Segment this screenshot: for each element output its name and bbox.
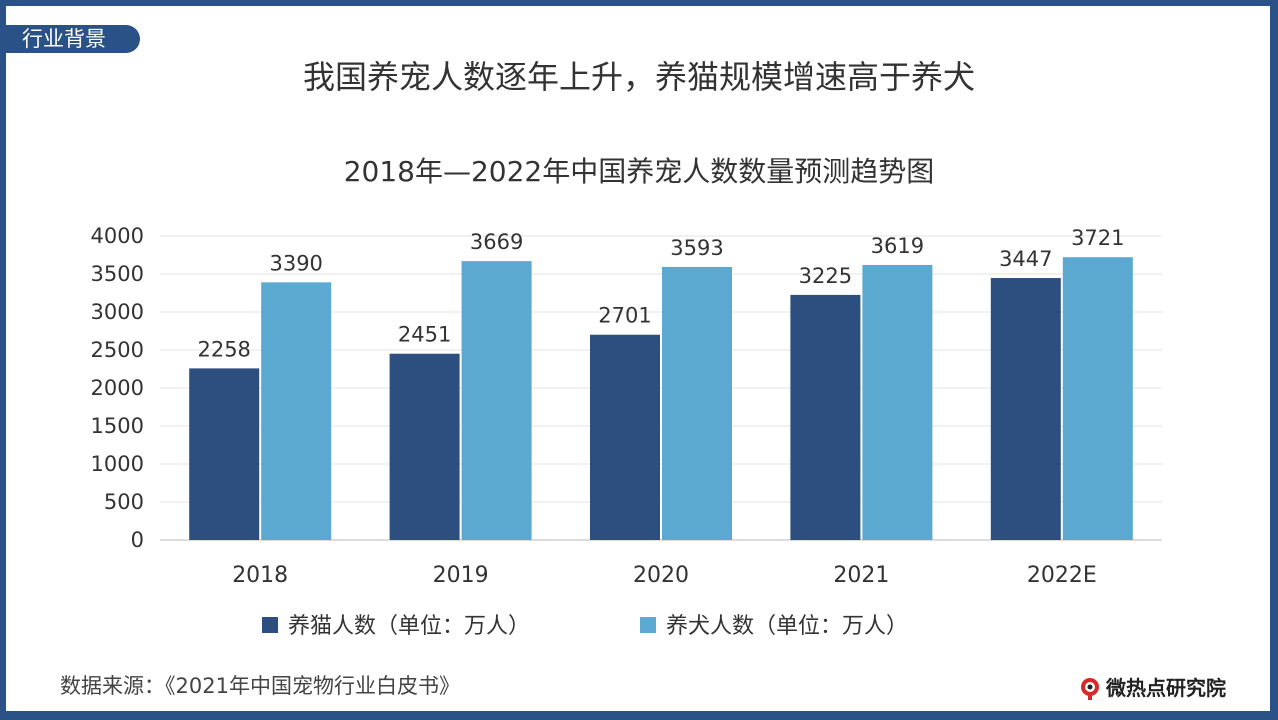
- logo-text: 微热点研究院: [1106, 676, 1226, 700]
- x-tick-label: 2022E: [1027, 563, 1097, 588]
- logo: 微热点研究院: [1078, 672, 1226, 701]
- x-tick-label: 2020: [633, 563, 689, 588]
- legend-swatch: [640, 617, 656, 633]
- y-tick-label: 1500: [91, 414, 144, 438]
- data-label: 3447: [999, 247, 1052, 271]
- weibo-eye-icon: [1081, 677, 1099, 700]
- bar: [990, 278, 1061, 540]
- bar: [261, 282, 332, 540]
- chart-title: 2018年—2022年中国养宠人数数量预测趋势图: [343, 155, 935, 188]
- data-label: 3225: [799, 264, 852, 288]
- y-tick-label: 2500: [91, 338, 144, 362]
- data-label: 3390: [269, 251, 322, 275]
- data-label: 2258: [197, 337, 250, 361]
- bar: [189, 368, 260, 540]
- bar: [662, 266, 732, 540]
- bar: [461, 261, 532, 540]
- data-label: 2451: [398, 323, 451, 347]
- bar: [1062, 257, 1133, 540]
- bar: [389, 353, 460, 540]
- bar: [862, 264, 933, 540]
- legend-label: 养猫人数（单位：万人）: [288, 614, 530, 639]
- legend-label: 养犬人数（单位：万人）: [666, 614, 908, 639]
- headline: 我国养宠人数逐年上升，养猫规模增速高于养犬: [302, 58, 975, 96]
- x-tick-label: 2019: [433, 563, 489, 588]
- y-tick-label: 0: [131, 528, 144, 552]
- y-tick-label: 500: [104, 490, 144, 514]
- data-label: 3669: [470, 230, 523, 254]
- y-tick-label: 4000: [91, 224, 144, 248]
- legend-swatch: [262, 617, 278, 633]
- section-tag: 行业背景: [6, 25, 140, 53]
- y-tick-label: 1000: [91, 452, 144, 476]
- y-tick-label: 3500: [91, 262, 144, 286]
- bar: [790, 294, 861, 540]
- x-tick-label: 2018: [232, 563, 288, 588]
- data-label: 3721: [1071, 226, 1124, 250]
- data-source: 数据来源：《2021年中国宠物行业白皮书》: [60, 674, 460, 698]
- bar: [590, 334, 660, 540]
- data-label: 3619: [871, 234, 924, 258]
- y-tick-label: 2000: [91, 376, 144, 400]
- data-label: 3593: [670, 236, 723, 260]
- y-tick-label: 3000: [91, 300, 144, 324]
- data-label: 2701: [598, 304, 651, 328]
- x-tick-label: 2021: [833, 563, 889, 588]
